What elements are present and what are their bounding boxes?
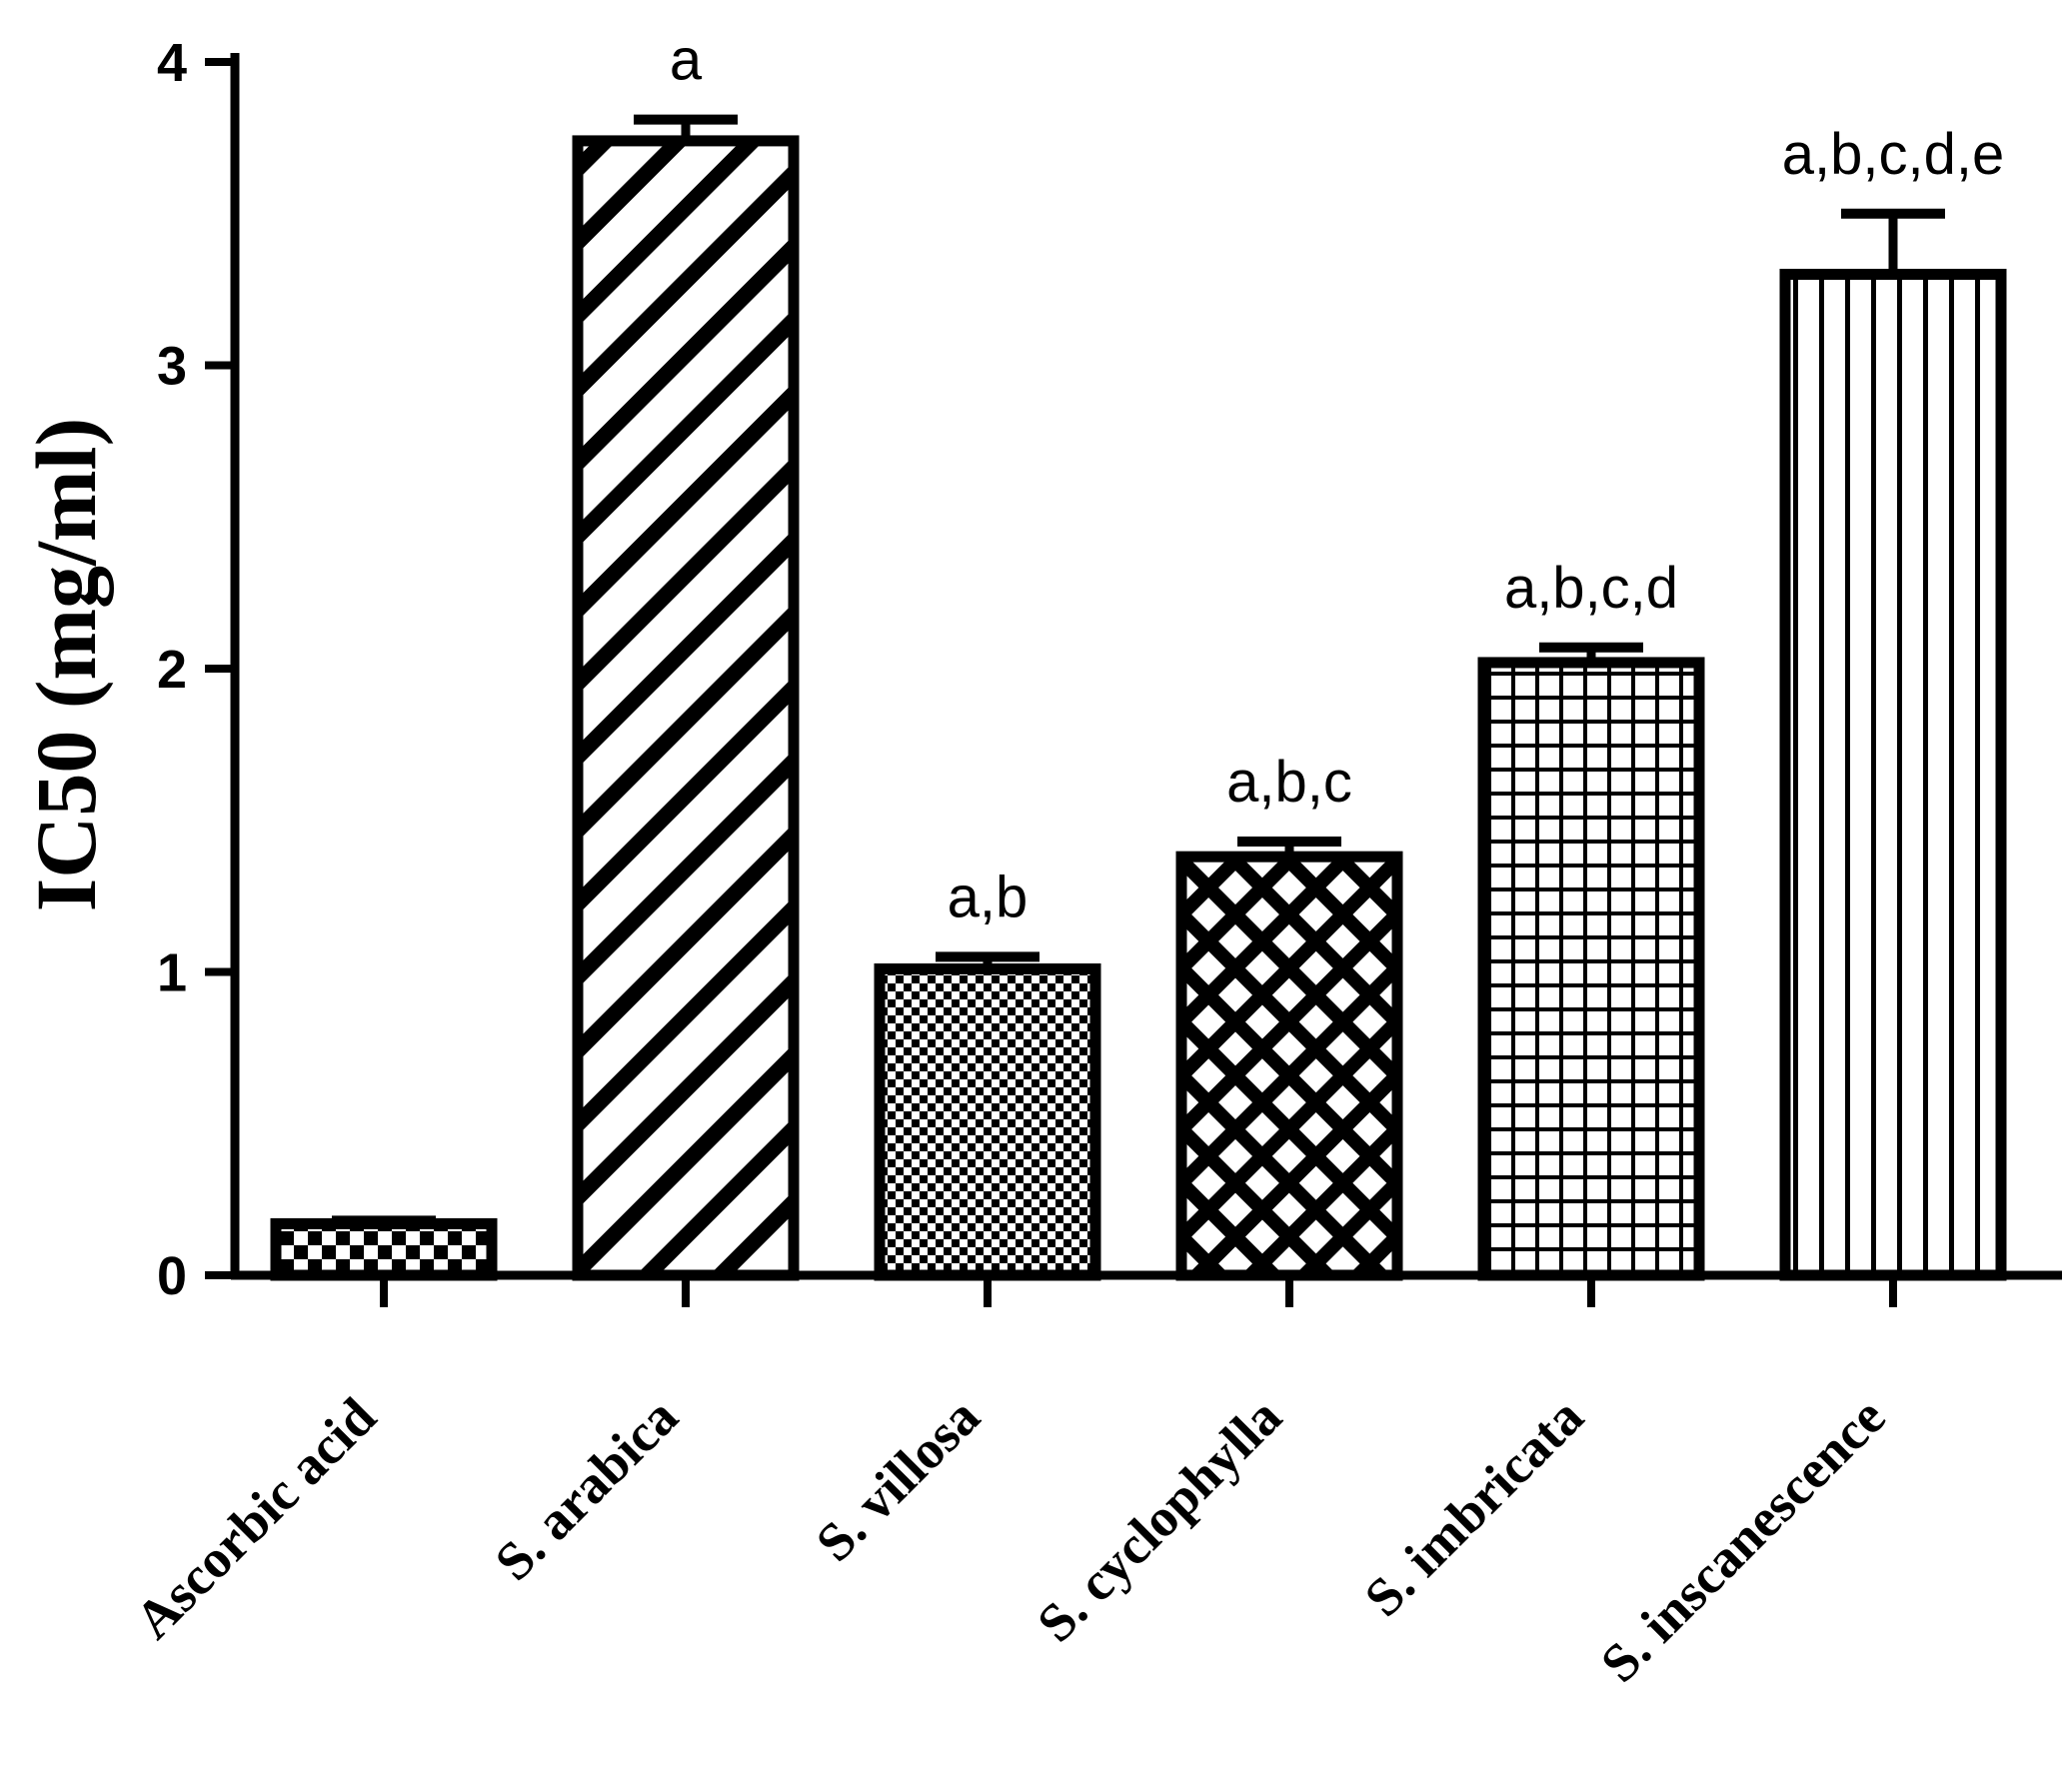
y-tick-label: 1 <box>157 943 187 1003</box>
x-category-label: Ascorbic acid <box>123 1386 387 1650</box>
bar <box>1175 851 1403 1281</box>
x-category-label: S. inscanescence <box>1589 1386 1897 1694</box>
bar-annotation: a,b,c,d <box>1504 556 1678 621</box>
y-tick-label: 3 <box>157 337 187 397</box>
bar-annotation: a,b,c,d,e <box>1782 122 2004 187</box>
bar <box>572 135 800 1281</box>
y-tick-label: 0 <box>157 1246 187 1306</box>
x-category-label: S. cyclophylla <box>1026 1386 1292 1653</box>
bar-annotation: a <box>670 28 703 93</box>
bar-annotation: a,b,c <box>1226 750 1352 815</box>
bar-group <box>270 1215 498 1281</box>
bar <box>270 1217 498 1281</box>
bar-group: a,b,c,d <box>1477 556 1705 1281</box>
x-category-label: S. arabica <box>484 1386 690 1592</box>
y-tick-label: 4 <box>157 33 187 93</box>
bar-group: a,b,c <box>1175 750 1403 1281</box>
bar-group: a,b <box>874 865 1101 1281</box>
category-labels: Ascorbic acid S. arabica S. villosa S. cycl… <box>123 1386 1896 1694</box>
x-ticks <box>380 1275 1897 1307</box>
bar-group: a,b,c,d,e <box>1779 122 2007 1281</box>
bar <box>874 962 1101 1281</box>
y-axis-title: IC50 (mg/ml) <box>18 418 114 911</box>
bar-group: a <box>572 28 800 1281</box>
bars: a a,b a,b,c a,b,c,d a,b,c,d,e <box>270 28 2007 1281</box>
x-category-label: S. imbricata <box>1353 1386 1595 1628</box>
y-ticks: 0 1 2 3 4 <box>157 33 235 1306</box>
y-tick-label: 2 <box>157 640 187 700</box>
bar <box>1477 657 1705 1281</box>
x-category-label: S. villosa <box>805 1386 992 1573</box>
bar <box>1779 268 2007 1281</box>
bar-annotation: a,b <box>948 865 1029 929</box>
